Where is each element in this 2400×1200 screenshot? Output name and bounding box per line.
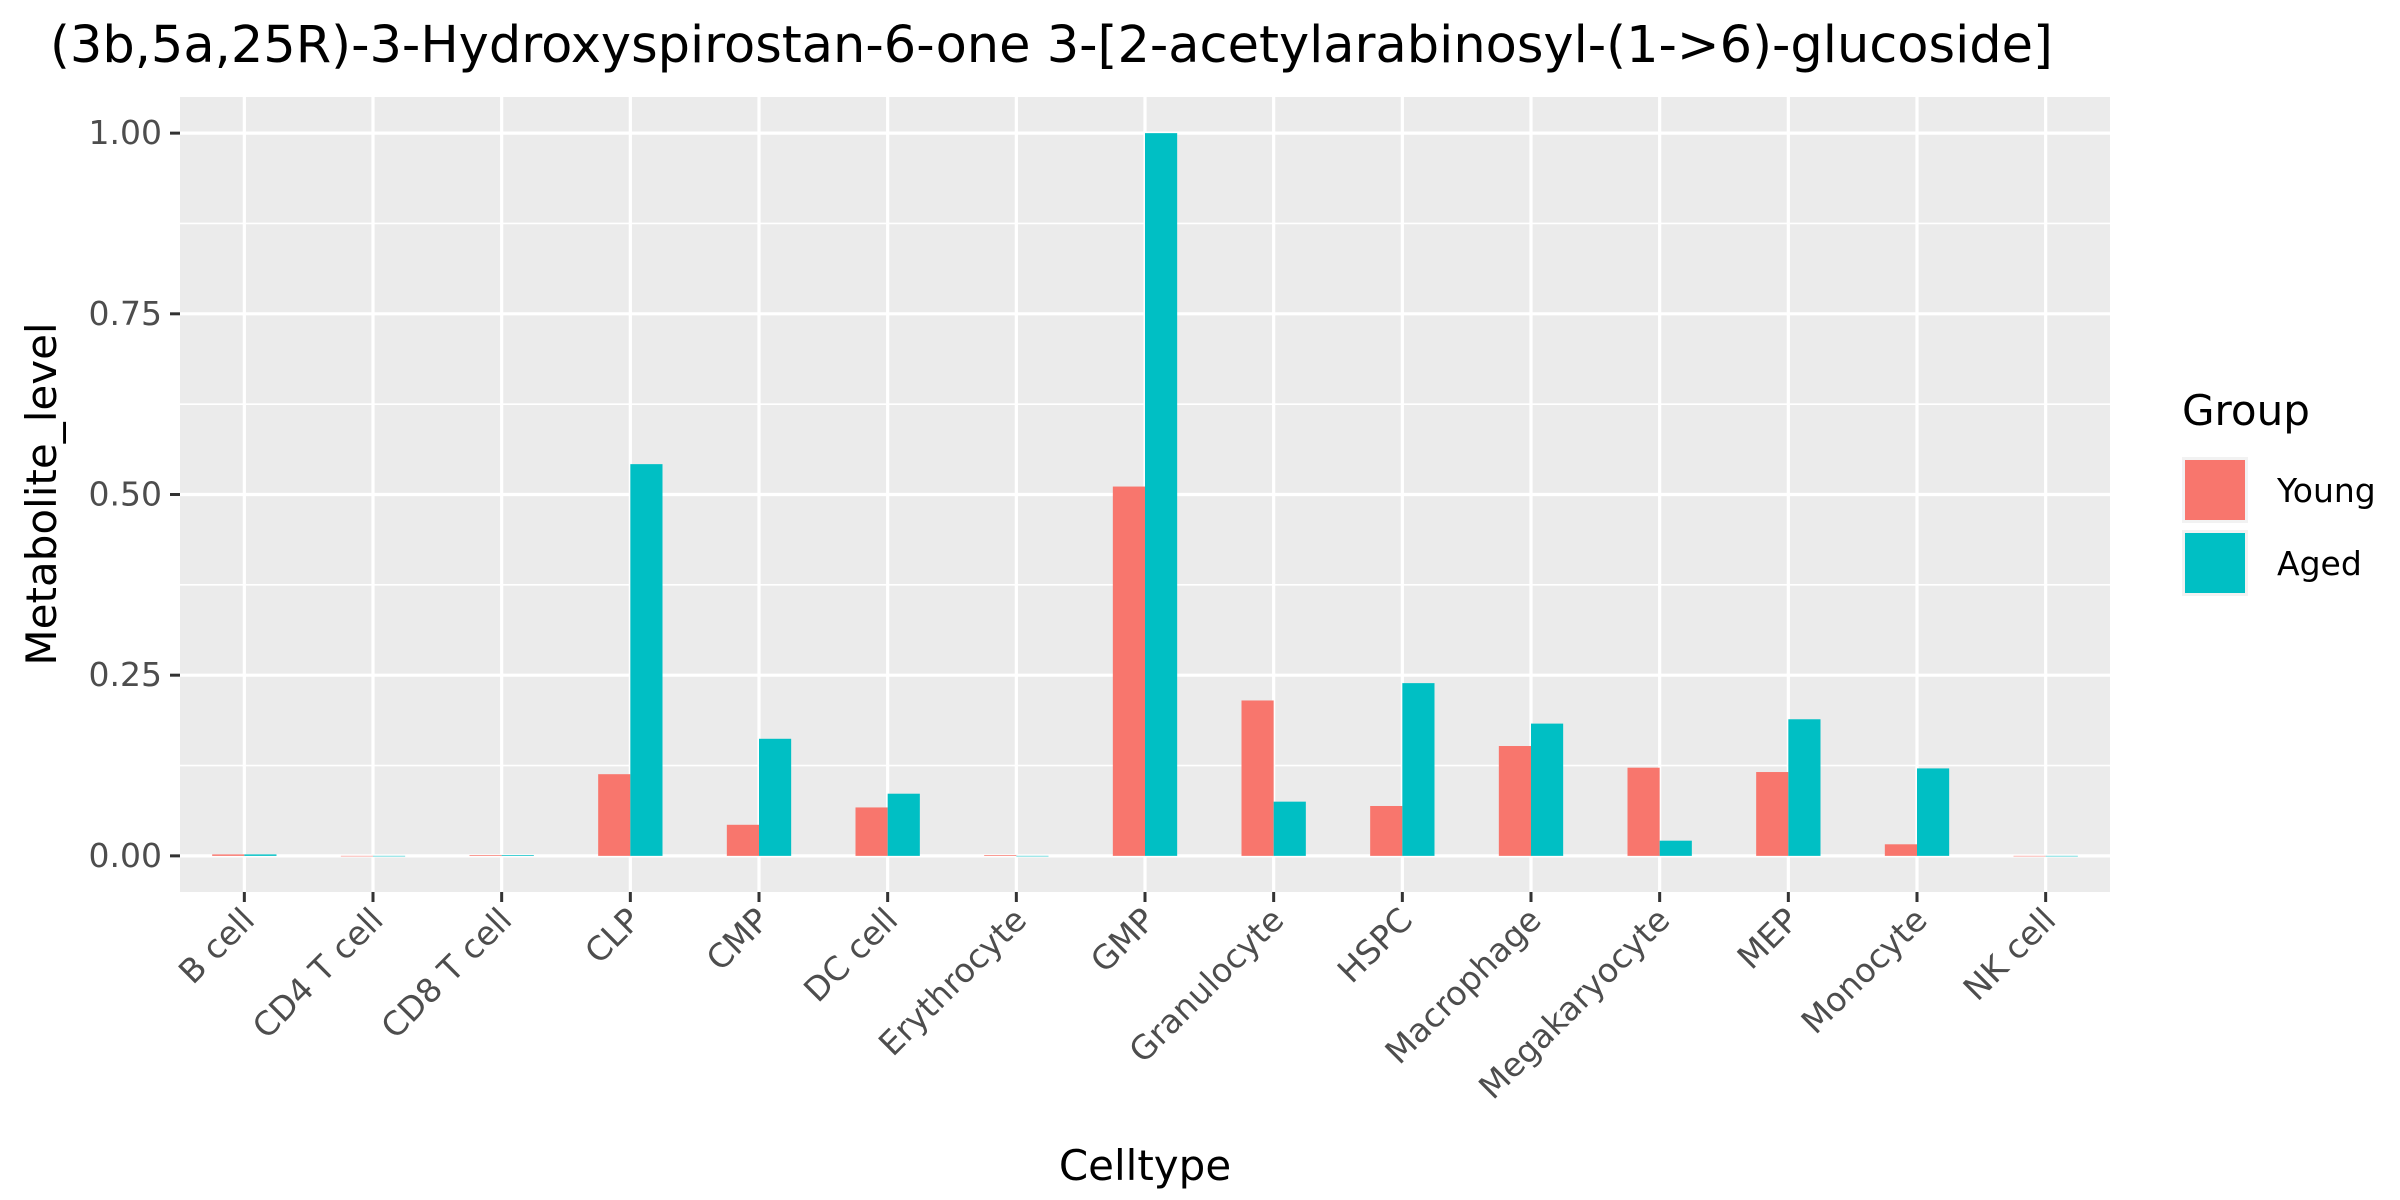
bar-aged-hspc bbox=[1402, 683, 1435, 856]
x-tick-label: CMP bbox=[699, 900, 777, 978]
legend-swatch-aged bbox=[2185, 533, 2245, 593]
x-tick-label: CD8 T cell bbox=[373, 900, 519, 1046]
bar-young-cd4-t-cell bbox=[340, 855, 373, 857]
legend-label-young: Young bbox=[2276, 471, 2376, 510]
x-tick-label: CLP bbox=[577, 900, 648, 971]
bar-young-mep bbox=[1756, 772, 1789, 856]
bar-young-monocyte bbox=[1884, 844, 1917, 856]
y-tick-label: 0.50 bbox=[89, 475, 162, 514]
y-tick-label: 0.00 bbox=[89, 836, 162, 875]
bar-young-nk-cell bbox=[2013, 855, 2046, 857]
chart-title: (3b,5a,25R)-3-Hydroxyspirostan-6-one 3-[… bbox=[50, 16, 2053, 75]
x-tick-label: CD4 T cell bbox=[245, 900, 391, 1046]
y-axis: 0.00 0.25 0.50 0.75 1.00 bbox=[89, 113, 180, 875]
legend-title: Group bbox=[2182, 386, 2310, 435]
bar-young-dc-cell bbox=[855, 807, 888, 856]
bar-aged-cd8-t-cell bbox=[501, 855, 534, 856]
x-tick-label: DC cell bbox=[796, 900, 905, 1009]
y-tick-label: 0.25 bbox=[89, 655, 162, 694]
bar-young-cd8-t-cell bbox=[469, 855, 502, 856]
bar-aged-cd4-t-cell bbox=[373, 855, 406, 857]
bar-young-b-cell bbox=[212, 854, 245, 856]
bar-young-macrophage bbox=[1498, 746, 1531, 856]
bar-young-megakaryocyte bbox=[1627, 767, 1660, 856]
x-tick-label: HSPC bbox=[1330, 900, 1420, 990]
y-tick-label: 0.75 bbox=[89, 294, 162, 333]
x-axis-title: Celltype bbox=[1059, 1141, 1231, 1190]
x-tick-label: B cell bbox=[171, 900, 262, 991]
bar-aged-gmp bbox=[1145, 133, 1178, 856]
bar-aged-cmp bbox=[759, 738, 792, 856]
bar-young-hspc bbox=[1370, 805, 1403, 856]
bar-young-gmp bbox=[1112, 486, 1145, 856]
bar-aged-b-cell bbox=[244, 854, 277, 856]
bar-aged-dc-cell bbox=[887, 793, 920, 856]
bar-aged-clp bbox=[630, 464, 663, 856]
legend-swatch-young bbox=[2185, 460, 2245, 520]
bar-young-erythrocyte bbox=[984, 855, 1017, 856]
bar-aged-megakaryocyte bbox=[1659, 840, 1692, 856]
bar-aged-nk-cell bbox=[2045, 855, 2078, 857]
bar-aged-monocyte bbox=[1917, 768, 1950, 856]
bar-aged-erythrocyte bbox=[1016, 855, 1049, 857]
bar-young-granulocyte bbox=[1241, 700, 1274, 856]
bar-aged-mep bbox=[1788, 719, 1821, 856]
bar-aged-macrophage bbox=[1531, 723, 1564, 856]
legend: Group Young Aged bbox=[2182, 386, 2376, 596]
x-tick-label: GMP bbox=[1083, 900, 1163, 980]
y-axis-title: Metabolite_level bbox=[17, 322, 66, 665]
bar-aged-granulocyte bbox=[1273, 801, 1306, 856]
legend-label-aged: Aged bbox=[2277, 544, 2362, 583]
y-tick-label: 1.00 bbox=[89, 113, 162, 152]
x-tick-label: MEP bbox=[1729, 900, 1806, 977]
bars bbox=[212, 133, 2078, 857]
x-tick-label: Monocyte bbox=[1793, 900, 1934, 1041]
bar-young-cmp bbox=[726, 824, 759, 856]
bar-young-clp bbox=[598, 774, 631, 856]
x-tick-label: NK cell bbox=[1955, 900, 2063, 1008]
